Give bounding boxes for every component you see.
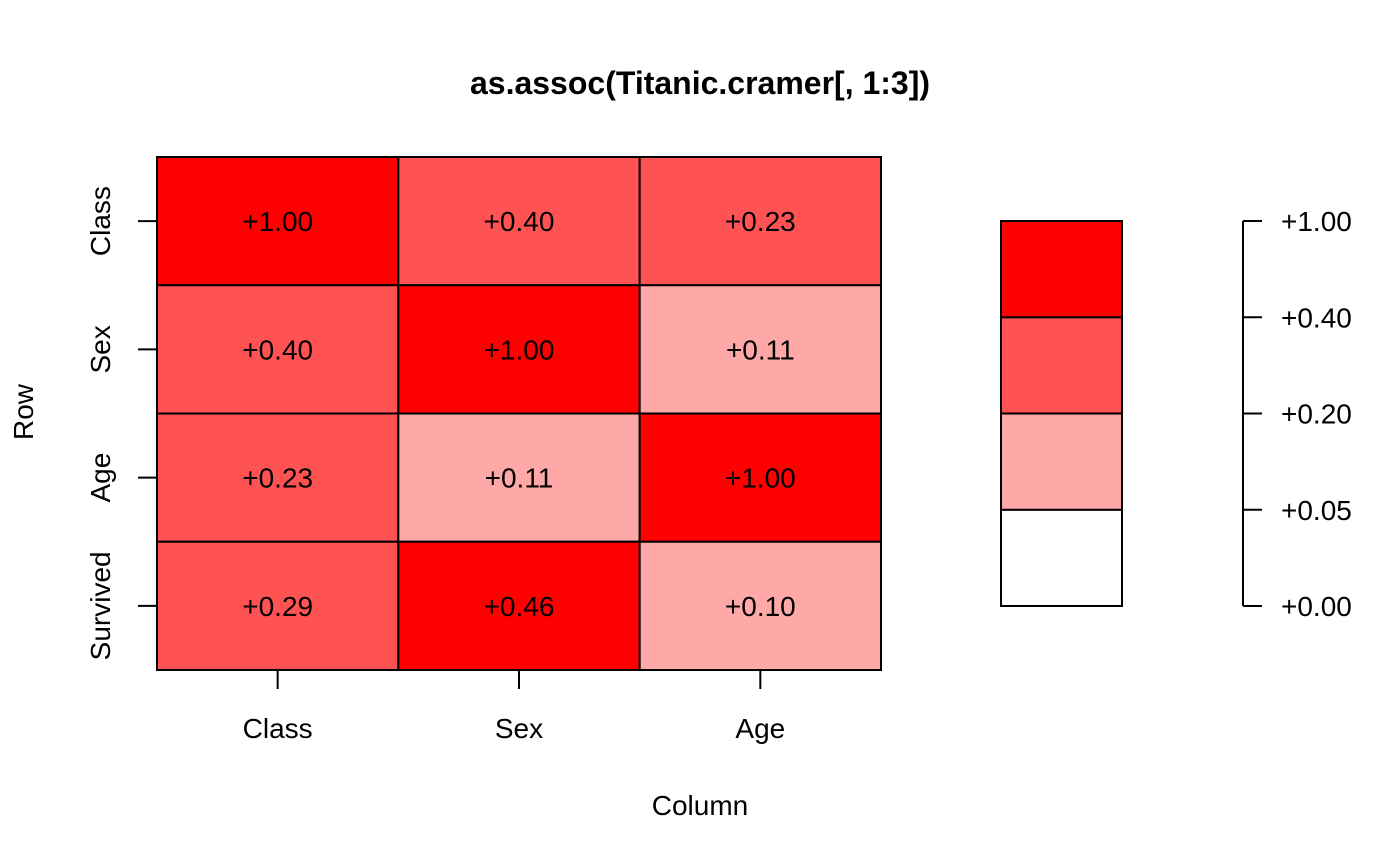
y-tick-label: Class — [85, 186, 116, 256]
cell-value-label: +0.46 — [484, 591, 555, 622]
cell-value-label: +1.00 — [484, 334, 555, 365]
legend-tick-label: +0.00 — [1281, 591, 1352, 622]
y-tick-label: Age — [85, 453, 116, 503]
legend-tick-label: +1.00 — [1281, 206, 1352, 237]
legend-tick-label: +0.40 — [1281, 302, 1352, 333]
cell-value-label: +0.29 — [242, 591, 313, 622]
x-tick-label: Class — [243, 713, 313, 744]
heatmap-grid: +1.00 +0.40 +0.23 +0.40 +1.00 +0.11 +0.23 +0.11… — [85, 157, 881, 744]
chart-title: as.assoc(Titanic.cramer[, 1:3]) — [470, 65, 930, 101]
cell-value-label: +0.40 — [242, 334, 313, 365]
cell-value-label: +0.11 — [485, 463, 554, 494]
cell-value-label: +1.00 — [725, 463, 796, 494]
cell-value-label: +0.11 — [726, 334, 795, 365]
y-tick-label: Sex — [85, 325, 116, 373]
y-tick-label: Survived — [85, 551, 116, 660]
legend-color-bin — [1001, 317, 1122, 413]
legend-color-bin — [1001, 510, 1122, 606]
y-axis-title: Row — [8, 383, 39, 440]
color-legend: +0.00 +0.05 +0.20 +0.40 +1.00 — [1001, 206, 1352, 622]
cell-value-label: +0.23 — [725, 206, 796, 237]
cell-value-label: +0.10 — [725, 591, 796, 622]
x-tick-label: Sex — [495, 713, 543, 744]
x-tick-label: Age — [735, 713, 785, 744]
cell-value-label: +1.00 — [242, 206, 313, 237]
cell-value-label: +0.40 — [484, 206, 555, 237]
legend-tick-label: +0.20 — [1281, 399, 1352, 430]
legend-color-bin — [1001, 414, 1122, 510]
legend-tick-label: +0.05 — [1281, 495, 1352, 526]
cell-value-label: +0.23 — [242, 463, 313, 494]
x-axis-title: Column — [652, 790, 748, 821]
legend-color-bin — [1001, 221, 1122, 317]
